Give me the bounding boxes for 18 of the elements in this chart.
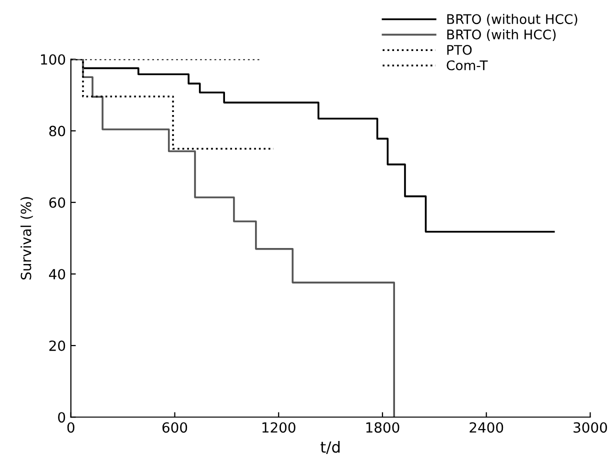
legend-label: PTO	[447, 44, 472, 55]
legend-label: Com-T	[446, 60, 488, 70]
x-tick-label: 600	[162, 422, 188, 433]
y-tick-label: 60	[49, 197, 66, 208]
y-tick-label: 0	[58, 412, 66, 423]
legend-label: BRTO (without HCC)	[447, 14, 578, 26]
y-tick-label: 40	[49, 268, 66, 280]
y-tick-label: 20	[49, 340, 66, 352]
y-tick-label: 80	[49, 126, 66, 136]
x-tick-label: 1800	[366, 422, 400, 433]
legend-label: BRTO (with HCC)	[447, 29, 556, 42]
x-axis-title: t/d	[320, 440, 340, 454]
x-tick-label: 2400	[470, 422, 504, 433]
y-tick-label: 100	[41, 54, 66, 65]
x-tick-label: 1200	[262, 422, 296, 433]
x-tick-label: 3000	[574, 422, 607, 433]
x-tick-label: 0	[67, 422, 74, 433]
y-axis-title: Survival (%)	[20, 197, 33, 280]
